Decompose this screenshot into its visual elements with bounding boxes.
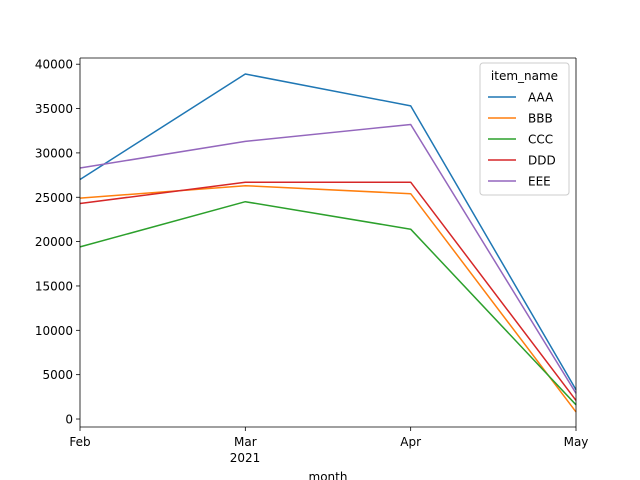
axes-layer [79, 57, 577, 428]
x-tick-label: Feb [69, 435, 90, 449]
ticks-layer: 0 5000 10000 15000 20000 25000 30000 35000 40000… [35, 58, 589, 449]
y-tick-label: 10000 [35, 324, 73, 338]
x-tick-label: Apr [400, 435, 421, 449]
legend-label-ccc: CCC [528, 133, 553, 147]
y-tick-label: 15000 [35, 279, 73, 293]
series-line-aaa [79, 73, 577, 391]
legend: item_name AAA BBB CCC DDD EEE [479, 62, 570, 196]
legend-box [479, 62, 570, 196]
y-tick-label: 40000 [35, 58, 73, 72]
series-layer [79, 73, 577, 413]
legend-label-eee: EEE [528, 175, 551, 189]
y-tick-label: 20000 [35, 235, 73, 249]
series-line-ccc [79, 200, 577, 406]
legend-label-bbb: BBB [528, 112, 553, 126]
series-line-ddd [79, 181, 577, 401]
y-tick-label: 25000 [35, 191, 73, 205]
legend-label-aaa: AAA [528, 91, 554, 105]
y-tick-label: 30000 [35, 146, 73, 160]
legend-title: item_name [491, 69, 558, 83]
x-axis-secondary-label: 2021 [230, 451, 261, 465]
legend-label-ddd: DDD [528, 154, 556, 168]
y-tick-label: 0 [65, 413, 73, 427]
series-line-eee [79, 123, 577, 394]
y-tick-label: 35000 [35, 102, 73, 116]
series-line-bbb [79, 184, 577, 413]
x-tick-label: Mar [234, 435, 257, 449]
y-tick-label: 5000 [42, 368, 73, 382]
legend-items: AAA BBB CCC DDD EEE [488, 91, 556, 189]
x-tick-label: May [564, 435, 589, 449]
x-axis-title: month [309, 470, 348, 480]
